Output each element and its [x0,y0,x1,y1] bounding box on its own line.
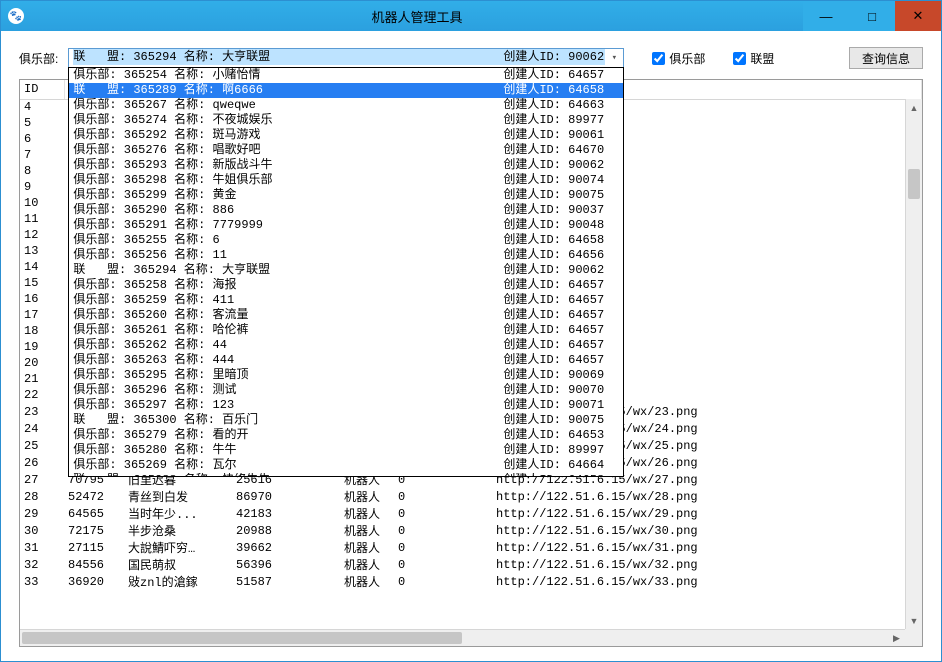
dropdown-item[interactable]: 俱乐部: 365291 名称: 7779999创建人ID: 90048 [69,218,623,233]
union-checkbox[interactable] [733,52,746,65]
scroll-right-icon[interactable]: ▶ [888,630,905,646]
app-window: 🐾 机器人管理工具 — □ ✕ 俱乐部: 联 盟: 365294 名称: 大亨联… [0,0,942,662]
titlebar: 🐾 机器人管理工具 — □ ✕ [1,1,941,31]
dropdown-item[interactable]: 俱乐部: 365293 名称: 新版战斗牛创建人ID: 90062 [69,158,623,173]
table-row[interactable]: 3336920㪒znl的滄鎵51587机器人0http://122.51.6.1… [20,573,922,590]
dropdown-item[interactable]: 俱乐部: 365254 名称: 小赌怡情创建人ID: 64657 [69,68,623,83]
club-checkbox[interactable] [652,52,665,65]
table-row[interactable]: 3072175半步沧桑20988机器人0http://122.51.6.15/w… [20,522,922,539]
dropdown-item[interactable]: 俱乐部: 365296 名称: 测试创建人ID: 90070 [69,383,623,398]
query-button[interactable]: 查询信息 [849,47,923,69]
union-checkbox-wrap[interactable]: 联盟 [733,50,774,67]
chevron-down-icon[interactable]: ▾ [607,50,621,66]
dropdown-item[interactable]: 联 盟: 365300 名称: 百乐门创建人ID: 90075 [69,413,623,428]
dropdown-item[interactable]: 联 盟: 365289 名称: 啊6666创建人ID: 64658 [69,83,623,98]
horizontal-scrollbar[interactable]: ◀ ▶ [20,629,905,646]
dropdown-item[interactable]: 俱乐部: 365292 名称: 斑马游戏创建人ID: 90061 [69,128,623,143]
dropdown-item[interactable]: 俱乐部: 365267 名称: qweqwe创建人ID: 64663 [69,98,623,113]
close-button[interactable]: ✕ [895,1,941,31]
dropdown-item[interactable]: 俱乐部: 365274 名称: 不夜城娱乐创建人ID: 89977 [69,113,623,128]
scroll-up-icon[interactable]: ▲ [906,99,922,116]
union-checkbox-label: 联盟 [750,50,774,67]
table-row[interactable]: 2964565当时年少...42183机器人0http://122.51.6.1… [20,505,922,522]
dropdown-item[interactable]: 俱乐部: 365261 名称: 哈伦裤创建人ID: 64657 [69,323,623,338]
club-checkbox-label: 俱乐部 [669,50,705,67]
club-label: 俱乐部: [19,50,58,67]
vscroll-thumb[interactable] [908,169,920,199]
club-dropdown[interactable]: 俱乐部: 365254 名称: 小赌怡情创建人ID: 64657联 盟: 365… [68,67,624,477]
scroll-down-icon[interactable]: ▼ [906,612,922,629]
combo-selected-left: 联 盟: 365294 名称: 大亨联盟 [73,49,503,65]
hscroll-thumb[interactable] [22,632,462,644]
table-row[interactable]: 3284556国民萌叔56396机器人0http://122.51.6.15/w… [20,556,922,573]
club-checkbox-wrap[interactable]: 俱乐部 [652,50,705,67]
dropdown-item[interactable]: 俱乐部: 365260 名称: 客流量创建人ID: 64657 [69,308,623,323]
dropdown-item[interactable]: 俱乐部: 365263 名称: 444创建人ID: 64657 [69,353,623,368]
dropdown-item[interactable]: 俱乐部: 365276 名称: 唱歌好吧创建人ID: 64670 [69,143,623,158]
table-row[interactable]: 3127115大說鯖吓穷…39662机器人0http://122.51.6.15… [20,539,922,556]
dropdown-item[interactable]: 俱乐部: 365269 名称: 瓦尔创建人ID: 64664 [69,458,623,473]
col-id[interactable]: ID [20,80,64,99]
combo-selected-right: 创建人ID: 90062 [503,49,604,65]
dropdown-item[interactable]: 俱乐部: 365297 名称: 123创建人ID: 90071 [69,398,623,413]
dropdown-item[interactable]: 俱乐部: 365262 名称: 44创建人ID: 64657 [69,338,623,353]
dropdown-item[interactable]: 俱乐部: 365279 名称: 看的开创建人ID: 64653 [69,428,623,443]
maximize-button[interactable]: □ [849,1,895,31]
dropdown-item[interactable]: 俱乐部: 365290 名称: 886创建人ID: 90037 [69,203,623,218]
dropdown-item[interactable]: 俱乐部: 365298 名称: 牛姐俱乐部创建人ID: 90074 [69,173,623,188]
window-title: 机器人管理工具 [31,7,803,26]
table-row[interactable]: 2852472青丝到白发86970机器人0http://122.51.6.15/… [20,488,922,505]
scroll-corner [905,629,922,646]
dropdown-item[interactable]: 俱乐部: 365299 名称: 黄金创建人ID: 90075 [69,188,623,203]
dropdown-item[interactable]: 联 盟: 365294 名称: 大亨联盟创建人ID: 90062 [69,263,623,278]
dropdown-item[interactable]: 俱乐部: 365259 名称: 411创建人ID: 64657 [69,293,623,308]
dropdown-item[interactable]: 俱乐部: 365255 名称: 6创建人ID: 64658 [69,233,623,248]
dropdown-item[interactable]: 联 盟: 365288 名称: 快络牛牛创建人ID: 64658 [69,473,623,477]
dropdown-item[interactable]: 俱乐部: 365256 名称: 11创建人ID: 64656 [69,248,623,263]
minimize-button[interactable]: — [803,1,849,31]
toolbar: 俱乐部: 联 盟: 365294 名称: 大亨联盟 创建人ID: 90062 ▾… [1,31,941,79]
club-combobox[interactable]: 联 盟: 365294 名称: 大亨联盟 创建人ID: 90062 ▾ [68,48,624,68]
vertical-scrollbar[interactable]: ▲ ▼ [905,99,922,629]
dropdown-item[interactable]: 俱乐部: 365258 名称: 海报创建人ID: 64657 [69,278,623,293]
dropdown-item[interactable]: 俱乐部: 365295 名称: 里暗顶创建人ID: 90069 [69,368,623,383]
dropdown-item[interactable]: 俱乐部: 365280 名称: 牛牛创建人ID: 89997 [69,443,623,458]
app-icon: 🐾 [1,8,31,24]
